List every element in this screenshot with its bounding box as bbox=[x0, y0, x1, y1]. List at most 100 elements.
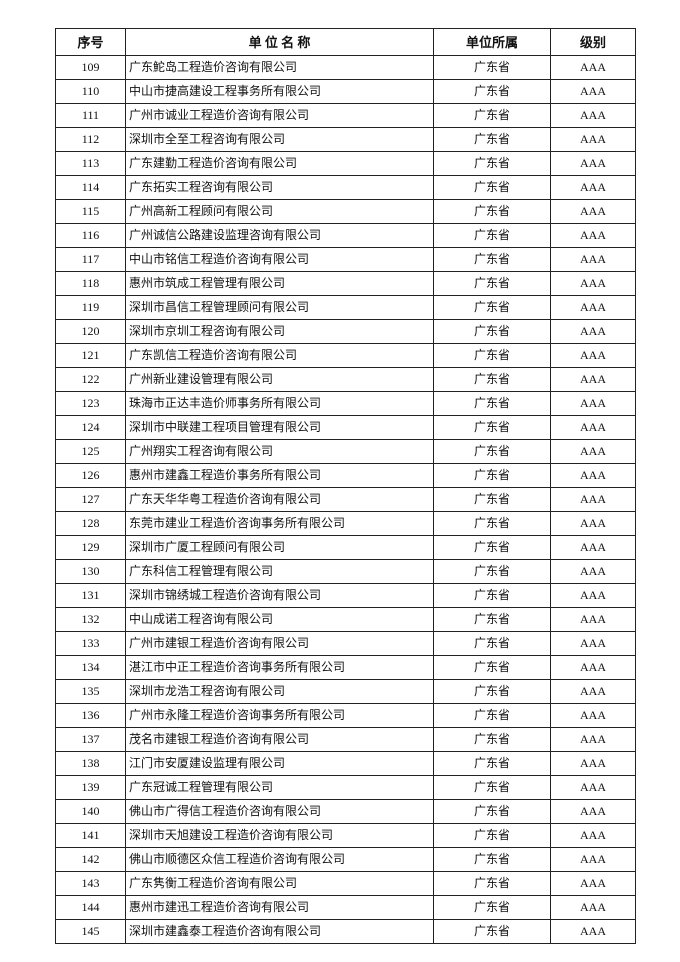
table-row: 112 深圳市全至工程咨询有限公司 广东省 AAA bbox=[55, 127, 636, 152]
grade: AAA bbox=[550, 367, 636, 392]
company-name: 湛江市中正工程造价咨询事务所有限公司 bbox=[125, 655, 434, 680]
company-name: 广东天华华粤工程造价咨询有限公司 bbox=[125, 487, 434, 512]
table-row: 113 广东建勤工程造价咨询有限公司 广东省 AAA bbox=[55, 151, 636, 176]
grade: AAA bbox=[550, 583, 636, 608]
table-row: 115 广州高新工程顾问有限公司 广东省 AAA bbox=[55, 199, 636, 224]
row-number: 138 bbox=[55, 751, 126, 776]
grade: AAA bbox=[550, 535, 636, 560]
table-row: 136 广州市永隆工程造价咨询事务所有限公司 广东省 AAA bbox=[55, 703, 636, 728]
grade: AAA bbox=[550, 439, 636, 464]
grade: AAA bbox=[550, 175, 636, 200]
affiliation: 广东省 bbox=[433, 679, 551, 704]
affiliation: 广东省 bbox=[433, 871, 551, 896]
grade: AAA bbox=[550, 199, 636, 224]
affiliation: 广东省 bbox=[433, 895, 551, 920]
table-row: 118 惠州市筑成工程管理有限公司 广东省 AAA bbox=[55, 271, 636, 296]
row-number: 129 bbox=[55, 535, 126, 560]
company-name: 深圳市锦绣城工程造价咨询有限公司 bbox=[125, 583, 434, 608]
affiliation: 广东省 bbox=[433, 319, 551, 344]
company-name: 佛山市广得信工程造价咨询有限公司 bbox=[125, 799, 434, 824]
table-row: 131 深圳市锦绣城工程造价咨询有限公司 广东省 AAA bbox=[55, 583, 636, 608]
table-row: 123 珠海市正达丰造价师事务所有限公司 广东省 AAA bbox=[55, 391, 636, 416]
company-name: 广东隽衡工程造价咨询有限公司 bbox=[125, 871, 434, 896]
row-number: 131 bbox=[55, 583, 126, 608]
table-row: 127 广东天华华粤工程造价咨询有限公司 广东省 AAA bbox=[55, 487, 636, 512]
grade: AAA bbox=[550, 271, 636, 296]
header-name: 单 位 名 称 bbox=[125, 28, 434, 56]
company-name: 深圳市天旭建设工程造价咨询有限公司 bbox=[125, 823, 434, 848]
grade: AAA bbox=[550, 631, 636, 656]
grade: AAA bbox=[550, 895, 636, 920]
table-row: 141 深圳市天旭建设工程造价咨询有限公司 广东省 AAA bbox=[55, 823, 636, 848]
table-row: 143 广东隽衡工程造价咨询有限公司 广东省 AAA bbox=[55, 871, 636, 896]
row-number: 123 bbox=[55, 391, 126, 416]
affiliation: 广东省 bbox=[433, 127, 551, 152]
company-name: 广州翔实工程咨询有限公司 bbox=[125, 439, 434, 464]
affiliation: 广东省 bbox=[433, 367, 551, 392]
affiliation: 广东省 bbox=[433, 775, 551, 800]
row-number: 142 bbox=[55, 847, 126, 872]
grade: AAA bbox=[550, 415, 636, 440]
company-name: 中山成诺工程咨询有限公司 bbox=[125, 607, 434, 632]
company-name: 江门市安厦建设监理有限公司 bbox=[125, 751, 434, 776]
header-no: 序号 bbox=[55, 28, 126, 56]
table-row: 117 中山市铭信工程造价咨询有限公司 广东省 AAA bbox=[55, 247, 636, 272]
company-name: 广东鮀岛工程造价咨询有限公司 bbox=[125, 55, 434, 80]
grade: AAA bbox=[550, 487, 636, 512]
company-name: 中山市捷高建设工程事务所有限公司 bbox=[125, 79, 434, 104]
affiliation: 广东省 bbox=[433, 247, 551, 272]
row-number: 136 bbox=[55, 703, 126, 728]
table-row: 133 广州市建银工程造价咨询有限公司 广东省 AAA bbox=[55, 631, 636, 656]
affiliation: 广东省 bbox=[433, 655, 551, 680]
table-row: 130 广东科信工程管理有限公司 广东省 AAA bbox=[55, 559, 636, 584]
row-number: 118 bbox=[55, 271, 126, 296]
row-number: 130 bbox=[55, 559, 126, 584]
company-name: 广东冠诚工程管理有限公司 bbox=[125, 775, 434, 800]
table-row: 142 佛山市顺德区众信工程造价咨询有限公司 广东省 AAA bbox=[55, 847, 636, 872]
table-row: 140 佛山市广得信工程造价咨询有限公司 广东省 AAA bbox=[55, 799, 636, 824]
affiliation: 广东省 bbox=[433, 55, 551, 80]
company-name: 广东凯信工程造价咨询有限公司 bbox=[125, 343, 434, 368]
grade: AAA bbox=[550, 511, 636, 536]
table-row: 144 惠州市建迅工程造价咨询有限公司 广东省 AAA bbox=[55, 895, 636, 920]
row-number: 126 bbox=[55, 463, 126, 488]
affiliation: 广东省 bbox=[433, 271, 551, 296]
affiliation: 广东省 bbox=[433, 583, 551, 608]
affiliation: 广东省 bbox=[433, 487, 551, 512]
company-name: 广州市永隆工程造价咨询事务所有限公司 bbox=[125, 703, 434, 728]
affiliation: 广东省 bbox=[433, 439, 551, 464]
row-number: 141 bbox=[55, 823, 126, 848]
affiliation: 广东省 bbox=[433, 535, 551, 560]
row-number: 116 bbox=[55, 223, 126, 248]
row-number: 113 bbox=[55, 151, 126, 176]
affiliation: 广东省 bbox=[433, 799, 551, 824]
row-number: 125 bbox=[55, 439, 126, 464]
company-name: 惠州市建鑫工程造价事务所有限公司 bbox=[125, 463, 434, 488]
grade: AAA bbox=[550, 223, 636, 248]
row-number: 145 bbox=[55, 919, 126, 944]
company-name: 深圳市京圳工程咨询有限公司 bbox=[125, 319, 434, 344]
grade: AAA bbox=[550, 751, 636, 776]
table-row: 126 惠州市建鑫工程造价事务所有限公司 广东省 AAA bbox=[55, 463, 636, 488]
company-name: 惠州市建迅工程造价咨询有限公司 bbox=[125, 895, 434, 920]
header-affiliation: 单位所属 bbox=[433, 28, 551, 56]
row-number: 133 bbox=[55, 631, 126, 656]
table-row: 114 广东拓实工程咨询有限公司 广东省 AAA bbox=[55, 175, 636, 200]
company-name: 东莞市建业工程造价咨询事务所有限公司 bbox=[125, 511, 434, 536]
grade: AAA bbox=[550, 463, 636, 488]
company-name: 广州新业建设管理有限公司 bbox=[125, 367, 434, 392]
company-name: 广州市建银工程造价咨询有限公司 bbox=[125, 631, 434, 656]
row-number: 135 bbox=[55, 679, 126, 704]
table-row: 138 江门市安厦建设监理有限公司 广东省 AAA bbox=[55, 751, 636, 776]
affiliation: 广东省 bbox=[433, 103, 551, 128]
company-name: 深圳市中联建工程项目管理有限公司 bbox=[125, 415, 434, 440]
affiliation: 广东省 bbox=[433, 79, 551, 104]
company-name: 深圳市全至工程咨询有限公司 bbox=[125, 127, 434, 152]
grade: AAA bbox=[550, 103, 636, 128]
grade: AAA bbox=[550, 727, 636, 752]
grade: AAA bbox=[550, 871, 636, 896]
company-name: 广东建勤工程造价咨询有限公司 bbox=[125, 151, 434, 176]
table-row: 132 中山成诺工程咨询有限公司 广东省 AAA bbox=[55, 607, 636, 632]
table-row: 139 广东冠诚工程管理有限公司 广东省 AAA bbox=[55, 775, 636, 800]
table-row: 119 深圳市昌信工程管理顾问有限公司 广东省 AAA bbox=[55, 295, 636, 320]
